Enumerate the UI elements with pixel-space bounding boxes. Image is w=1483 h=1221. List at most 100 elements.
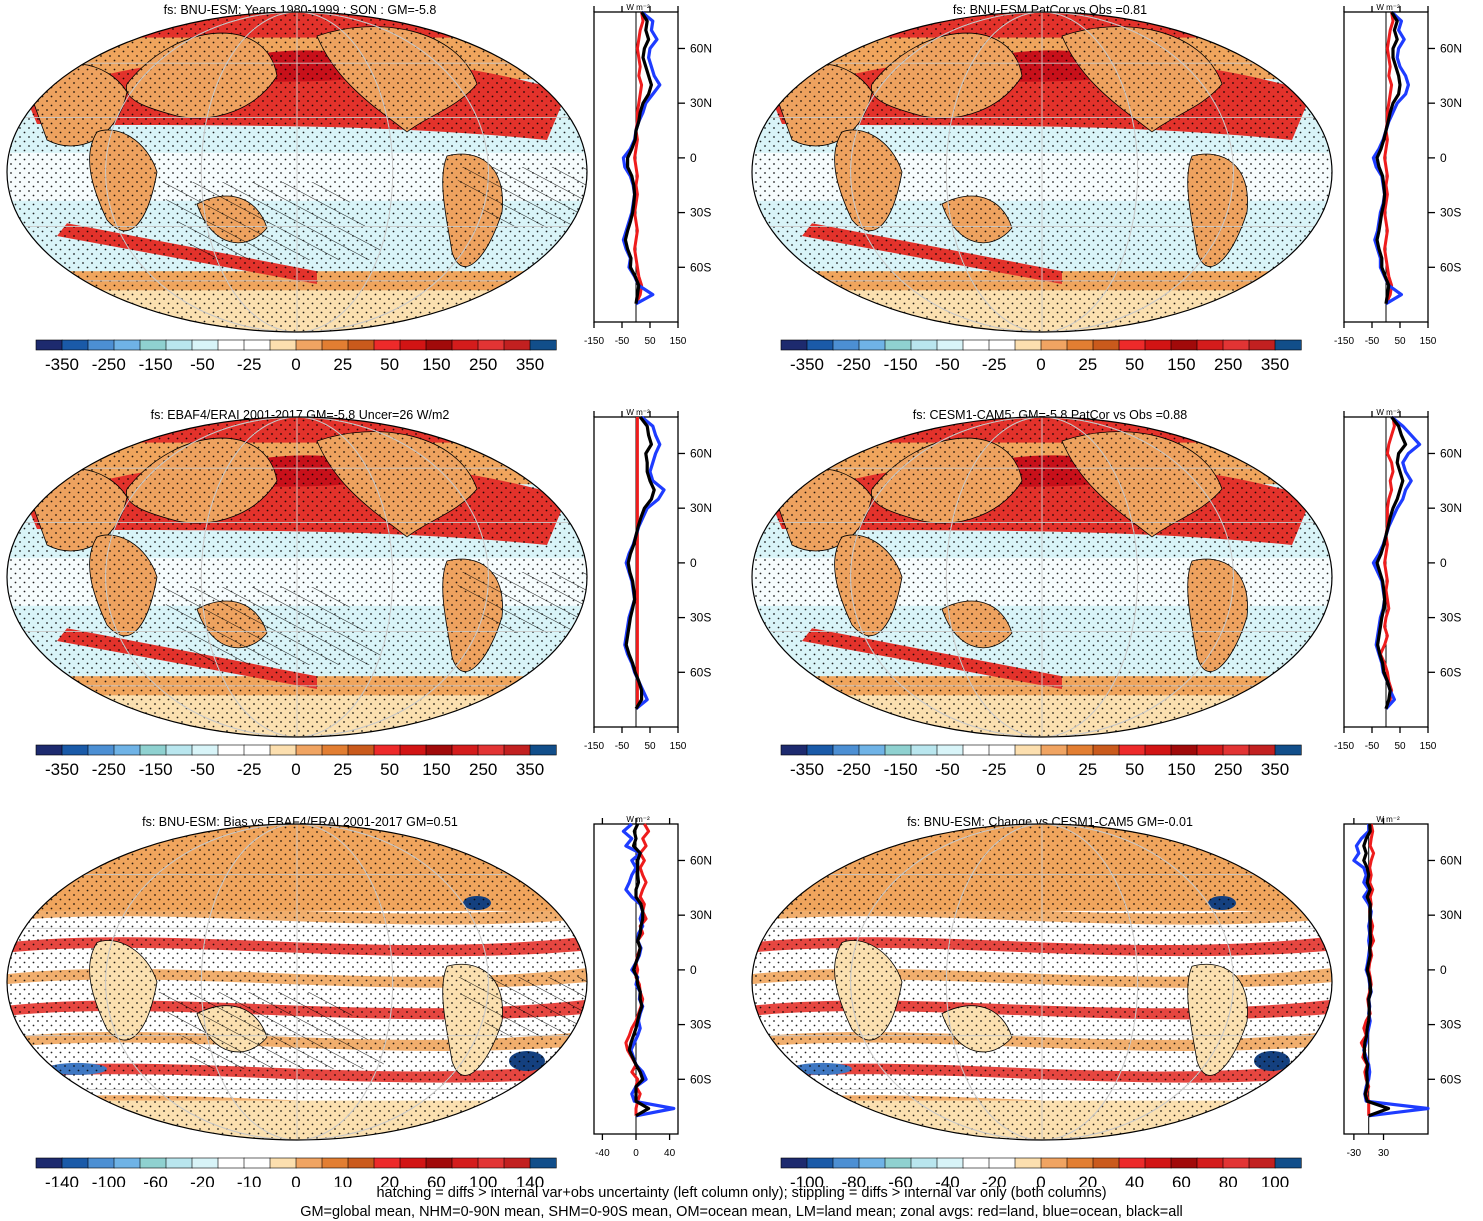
map-title: fs: BNU-ESM: Change vs CESM1-CAM5 GM=-0.… <box>907 815 1193 829</box>
colorbar-swatch <box>1170 339 1198 351</box>
meridian <box>105 12 489 332</box>
latitude-label: 0 <box>1440 963 1447 977</box>
colorbar-swatch <box>1040 339 1068 351</box>
hatching <box>447 167 587 228</box>
zonal-line-all <box>627 823 651 1118</box>
colorbar-swatch <box>165 1157 193 1169</box>
colorbar: -350 -250 -150 -50 -25 0 25 50 150 250 350 <box>780 744 1302 779</box>
x-tick-label: 50 <box>1394 336 1406 347</box>
colorbar-label: -250 <box>92 760 126 779</box>
x-tick-label: -30 <box>1347 1148 1362 1159</box>
meridian <box>945 824 1139 1140</box>
colorbar-swatch <box>910 1157 938 1169</box>
graticule <box>752 417 1332 737</box>
colorbar-swatch <box>425 339 453 351</box>
x-tick-label: -150 <box>584 741 604 752</box>
meridian <box>850 417 1234 737</box>
colorbar-swatch <box>477 339 505 351</box>
colorbar-swatch <box>1170 744 1198 756</box>
zonal-line-ocean <box>623 415 666 711</box>
colorbar-swatch <box>1118 744 1146 756</box>
colorbar-label: 50 <box>1125 760 1144 779</box>
colorbar-swatch <box>451 339 479 351</box>
meridian <box>105 417 489 737</box>
colorbar-label: 150 <box>1167 760 1195 779</box>
colorbar-swatch <box>503 339 531 351</box>
colorbar-swatch <box>113 339 141 351</box>
colorbar: -350 -250 -150 -50 -25 0 25 50 150 250 350 <box>35 744 557 779</box>
colorbar-swatch <box>35 744 63 756</box>
colorbar-label: -350 <box>790 760 824 779</box>
colorbar: -350 -250 -150 -50 -25 0 25 50 150 250 350 <box>780 339 1302 374</box>
colorbar-swatch <box>503 1157 531 1169</box>
colorbar-swatch <box>61 1157 89 1169</box>
colorbar-swatch <box>139 339 167 351</box>
x-tick-label: 40 <box>664 1148 676 1159</box>
colorbar-swatch <box>165 339 193 351</box>
colorbar-swatch <box>1040 1157 1068 1169</box>
colorbar-swatch <box>425 744 453 756</box>
colorbar-swatch <box>399 339 427 351</box>
hatching <box>447 572 587 633</box>
graticule <box>7 12 587 332</box>
latitude-label: 30S <box>1440 206 1461 220</box>
world-map: -140 -100 -60 -20 -10 0 10 20 60 100 140 <box>6 823 588 1187</box>
colorbar-swatch <box>832 339 860 351</box>
colorbar-label: 25 <box>1078 355 1097 374</box>
world-map: -350 -250 -150 -50 -25 0 25 50 150 250 350 <box>751 416 1333 779</box>
colorbar-label: -20 <box>190 1173 215 1187</box>
zonal-line-all <box>1362 823 1391 1118</box>
colorbar-swatch <box>962 1157 990 1169</box>
map-outline <box>751 823 1333 1141</box>
colorbar-swatch <box>399 744 427 756</box>
map-title: fs: EBAF4/ERAI 2001-2017 GM=-5.8 Uncer=2… <box>150 408 450 422</box>
colorbar-swatch <box>503 744 531 756</box>
colorbar-swatch <box>243 339 271 351</box>
colorbar-swatch <box>1144 339 1172 351</box>
colorbar: -100 -80 -60 -40 -20 0 20 40 60 80 100 <box>780 1157 1302 1187</box>
panel-6: fs: BNU-ESM: Change vs CESM1-CAM5 GM=-0.… <box>745 812 1483 1187</box>
colorbar-label: 0 <box>291 355 300 374</box>
latitude-label: 30N <box>690 908 712 922</box>
latitude-label: 60N <box>690 446 712 460</box>
latitude-label: 30N <box>690 501 712 515</box>
map-title: fs: BNU-ESM: Years 1980-1999 : SON : GM=… <box>163 3 437 17</box>
colorbar-swatch <box>1248 339 1276 351</box>
latitude-label: 30N <box>1440 96 1462 110</box>
colorbar-swatch <box>1144 744 1172 756</box>
world-map: -350 -250 -150 -50 -25 0 25 50 150 250 350 <box>751 11 1333 374</box>
zonal-average-plot: W m⁻² -150 -50 50 150 60N 30N 0 30S 60S <box>1334 3 1462 347</box>
colorbar-label: 10 <box>333 1173 352 1187</box>
world-map: -350 -250 -150 -50 -25 0 25 50 150 250 350 <box>6 11 588 374</box>
meridian <box>200 417 394 737</box>
colorbar-swatch <box>780 744 808 756</box>
graticule <box>7 417 587 737</box>
colorbar-label: -80 <box>842 1173 867 1187</box>
colorbar-swatch <box>61 744 89 756</box>
colorbar-label: 25 <box>333 760 352 779</box>
colorbar-label: 150 <box>422 760 450 779</box>
zonal-axes <box>1343 818 1435 1140</box>
colorbar-swatch <box>1222 1157 1250 1169</box>
zonal-unit-label: W m⁻² <box>626 815 650 824</box>
colorbar-swatch <box>1196 1157 1224 1169</box>
x-tick-label: -150 <box>1334 336 1354 347</box>
graticule <box>752 824 1332 1140</box>
colorbar-swatch <box>1274 339 1302 351</box>
colorbar-swatch <box>87 339 115 351</box>
zonal-unit-label: W m⁻² <box>626 408 650 417</box>
x-tick-label: 150 <box>1420 336 1437 347</box>
colorbar-swatch <box>295 339 323 351</box>
colorbar-swatch <box>191 339 219 351</box>
colorbar-swatch <box>884 339 912 351</box>
colorbar-swatch <box>321 1157 349 1169</box>
colorbar-label: -60 <box>143 1173 168 1187</box>
colorbar-swatch <box>295 1157 323 1169</box>
colorbar-swatch <box>858 744 886 756</box>
colorbar-swatch <box>884 1157 912 1169</box>
x-tick-label: 150 <box>670 741 687 752</box>
colorbar-swatch <box>1066 744 1094 756</box>
colorbar-swatch <box>988 1157 1016 1169</box>
colorbar-swatch <box>165 744 193 756</box>
x-tick-label: -150 <box>584 336 604 347</box>
